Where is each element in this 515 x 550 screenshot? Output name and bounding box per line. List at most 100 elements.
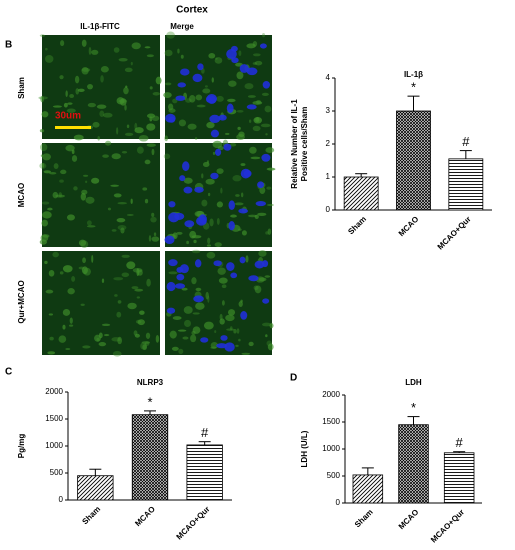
texture [227, 98, 236, 103]
texture [264, 105, 272, 113]
texture [91, 49, 99, 55]
texture [140, 342, 147, 350]
texture [189, 95, 196, 103]
texture [166, 31, 175, 39]
texture [113, 277, 124, 281]
texture [81, 266, 88, 275]
texture [94, 334, 101, 342]
texture [124, 132, 134, 136]
texture [48, 269, 55, 277]
texture [191, 249, 201, 254]
texture [124, 67, 133, 73]
texture [113, 47, 120, 53]
texture [134, 127, 144, 134]
texture [259, 186, 266, 195]
texture [111, 153, 121, 160]
texture [248, 119, 252, 123]
texture [180, 54, 184, 59]
texture [262, 32, 266, 38]
bar [443, 452, 475, 504]
texture [183, 306, 193, 314]
texture [230, 214, 237, 218]
texture [206, 121, 215, 129]
nucleus [213, 260, 222, 267]
texture [248, 341, 254, 347]
texture [41, 201, 50, 205]
nucleus [177, 82, 187, 88]
texture [117, 202, 127, 205]
texture [164, 49, 173, 57]
nucleus [246, 104, 257, 110]
texture [212, 151, 216, 155]
texture [252, 41, 258, 47]
texture [236, 133, 245, 141]
texture [216, 95, 224, 102]
texture [191, 235, 202, 239]
texture [80, 192, 87, 201]
texture [235, 344, 239, 347]
texture [53, 163, 59, 170]
texture [177, 48, 180, 54]
scale-bar [55, 126, 91, 129]
panel-label: D [290, 373, 297, 384]
texture [164, 82, 172, 86]
texture [254, 285, 262, 294]
texture [121, 272, 130, 278]
column-label: Merge [170, 22, 194, 31]
texture [71, 155, 78, 162]
texture [130, 198, 133, 204]
nucleus [239, 256, 246, 264]
texture [195, 302, 205, 310]
annotation: * [411, 400, 416, 415]
texture [244, 83, 254, 90]
error-bar [407, 416, 420, 425]
texture [211, 77, 214, 83]
nucleus [196, 216, 207, 226]
texture [58, 192, 63, 198]
texture [178, 119, 187, 127]
y-tick-label: 0 [336, 498, 341, 507]
texture [229, 326, 233, 331]
texture [205, 178, 215, 185]
bar [186, 444, 223, 501]
texture [69, 317, 73, 324]
texture [260, 123, 271, 128]
texture [144, 159, 151, 165]
texture [60, 169, 67, 175]
texture [49, 172, 57, 175]
texture [145, 332, 151, 339]
texture [181, 287, 188, 291]
texture [178, 348, 184, 355]
texture [42, 234, 50, 238]
texture [74, 75, 80, 84]
texture [151, 236, 160, 242]
error-bar [459, 150, 472, 159]
texture [85, 180, 88, 184]
nucleus [216, 343, 228, 349]
error-bar [407, 95, 420, 111]
texture [235, 194, 240, 197]
texture [202, 88, 211, 94]
nucleus [240, 311, 248, 320]
texture [252, 53, 261, 57]
nucleus [166, 307, 176, 314]
texture [59, 179, 64, 183]
texture [249, 146, 257, 154]
nucleus [240, 168, 251, 179]
texture [210, 342, 219, 349]
texture [168, 271, 178, 275]
figure-title: Cortex [176, 5, 208, 16]
texture [60, 40, 65, 47]
texture [220, 187, 223, 194]
texture [82, 257, 86, 264]
texture [121, 151, 128, 154]
texture [150, 216, 157, 223]
texture [192, 326, 201, 334]
texture [111, 229, 117, 232]
texture [155, 76, 162, 85]
bar [396, 110, 431, 211]
chart-title: IL-1β [404, 70, 423, 79]
texture [219, 318, 225, 325]
nucleus [168, 259, 178, 267]
